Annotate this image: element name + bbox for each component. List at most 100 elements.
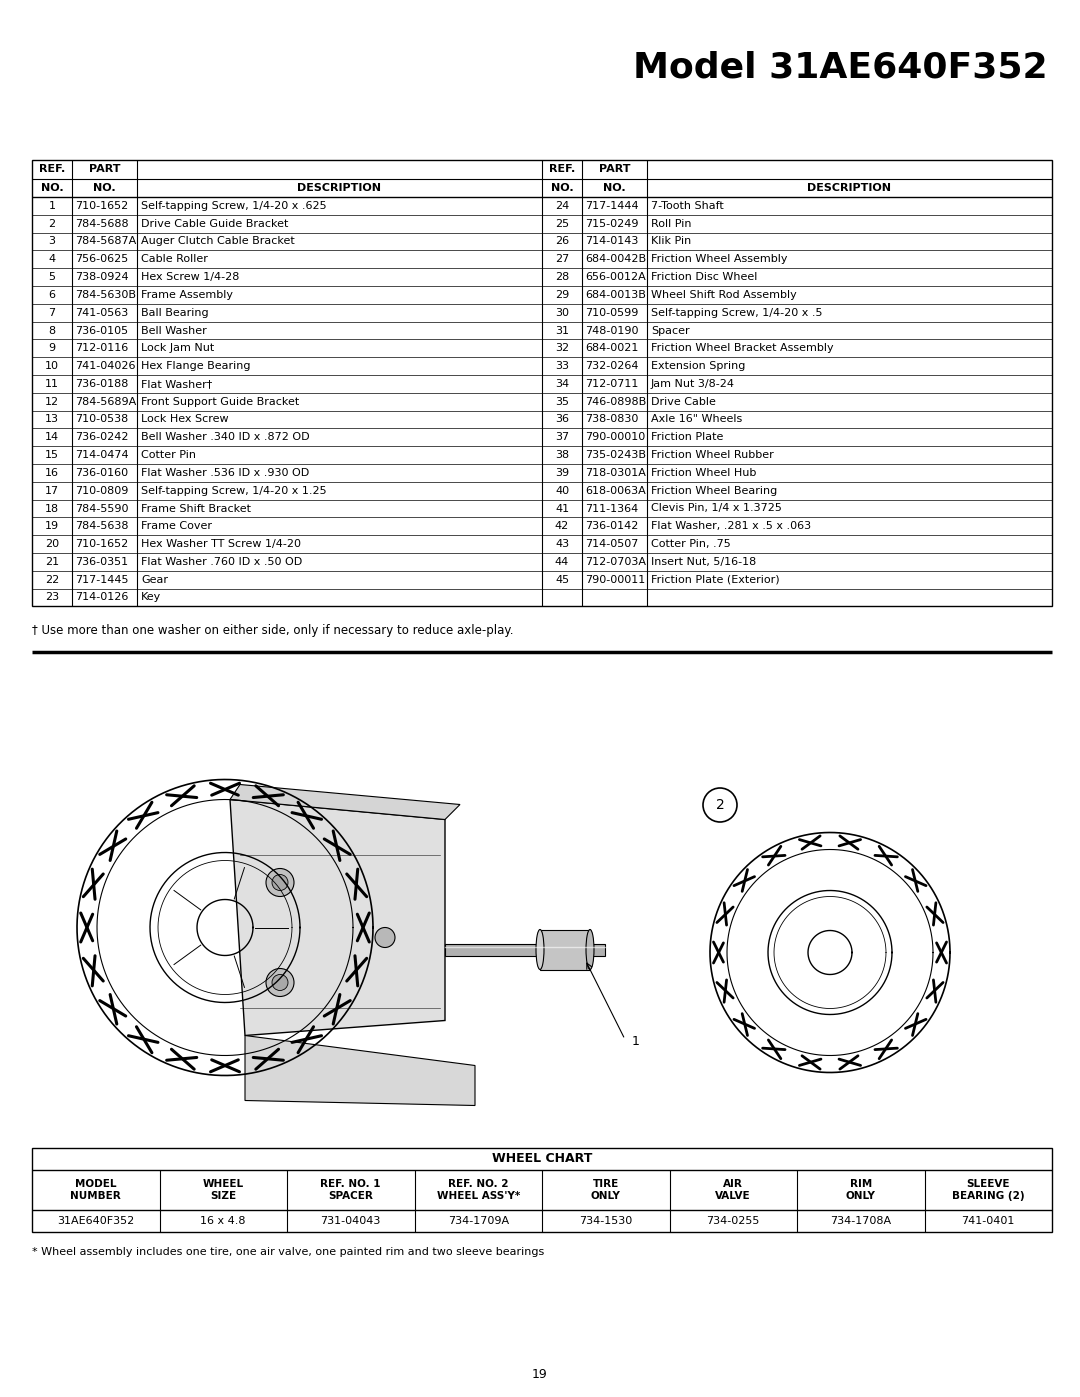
Text: 26: 26 <box>555 236 569 246</box>
Text: 736-0160: 736-0160 <box>75 468 129 478</box>
Text: WHEEL CHART: WHEEL CHART <box>491 1153 592 1165</box>
Text: Wheel Shift Rod Assembly: Wheel Shift Rod Assembly <box>651 291 797 300</box>
Text: 8: 8 <box>49 326 55 335</box>
Text: Self-tapping Screw, 1/4-20 x 1.25: Self-tapping Screw, 1/4-20 x 1.25 <box>141 486 326 496</box>
Text: 738-0924: 738-0924 <box>75 272 129 282</box>
Circle shape <box>266 968 294 996</box>
Text: Friction Plate: Friction Plate <box>651 432 724 443</box>
Text: 684-0042B: 684-0042B <box>585 254 646 264</box>
Text: Friction Wheel Rubber: Friction Wheel Rubber <box>651 450 773 460</box>
Text: REF. NO. 1
SPACER: REF. NO. 1 SPACER <box>321 1179 381 1201</box>
Text: Lock Hex Screw: Lock Hex Screw <box>141 415 229 425</box>
Text: 715-0249: 715-0249 <box>585 219 638 229</box>
Bar <box>540 929 590 970</box>
Text: 12: 12 <box>45 397 59 407</box>
Text: 736-0105: 736-0105 <box>75 326 129 335</box>
Text: 30: 30 <box>555 307 569 317</box>
Text: Friction Disc Wheel: Friction Disc Wheel <box>651 272 757 282</box>
Text: 684-0021: 684-0021 <box>585 344 638 353</box>
Text: 6: 6 <box>49 291 55 300</box>
Text: 44: 44 <box>555 557 569 567</box>
Text: 4: 4 <box>49 254 55 264</box>
Text: Klik Pin: Klik Pin <box>651 236 691 246</box>
Text: 712-0703A: 712-0703A <box>585 557 646 567</box>
Text: NO.: NO. <box>551 183 573 193</box>
Text: Drive Cable Guide Bracket: Drive Cable Guide Bracket <box>141 219 288 229</box>
Text: Friction Wheel Assembly: Friction Wheel Assembly <box>651 254 787 264</box>
Text: † Use more than one washer on either side, only if necessary to reduce axle-play: † Use more than one washer on either sid… <box>32 624 513 637</box>
Text: 784-5638: 784-5638 <box>75 521 129 531</box>
Text: REF.: REF. <box>39 165 65 175</box>
Text: 711-1364: 711-1364 <box>585 503 638 514</box>
Text: 731-04043: 731-04043 <box>321 1215 381 1227</box>
Text: 784-5687A: 784-5687A <box>75 236 136 246</box>
Text: Clevis Pin, 1/4 x 1.3725: Clevis Pin, 1/4 x 1.3725 <box>651 503 782 514</box>
Text: 736-0142: 736-0142 <box>585 521 638 531</box>
Text: Frame Assembly: Frame Assembly <box>141 291 233 300</box>
Text: 40: 40 <box>555 486 569 496</box>
Text: Drive Cable: Drive Cable <box>651 397 716 407</box>
Bar <box>445 943 605 956</box>
Text: Spacer: Spacer <box>651 326 690 335</box>
Text: 39: 39 <box>555 468 569 478</box>
Text: Key: Key <box>141 592 161 602</box>
Text: 734-1708A: 734-1708A <box>831 1215 891 1227</box>
Text: 31: 31 <box>555 326 569 335</box>
Text: Friction Plate (Exterior): Friction Plate (Exterior) <box>651 574 780 585</box>
Text: 29: 29 <box>555 291 569 300</box>
Text: 710-0538: 710-0538 <box>75 415 129 425</box>
Text: Jam Nut 3/8-24: Jam Nut 3/8-24 <box>651 379 735 388</box>
Text: 741-0401: 741-0401 <box>961 1215 1015 1227</box>
Text: 714-0126: 714-0126 <box>75 592 129 602</box>
Bar <box>32 1148 1052 1232</box>
Text: 684-0013B: 684-0013B <box>585 291 646 300</box>
Text: 10: 10 <box>45 360 59 372</box>
Circle shape <box>703 788 737 821</box>
Bar <box>32 161 1052 606</box>
Text: 13: 13 <box>45 415 59 425</box>
Text: Frame Shift Bracket: Frame Shift Bracket <box>141 503 251 514</box>
Circle shape <box>266 869 294 897</box>
Text: 736-0188: 736-0188 <box>75 379 129 388</box>
Text: 712-0711: 712-0711 <box>585 379 638 388</box>
Text: REF. NO. 2
WHEEL ASS'Y*: REF. NO. 2 WHEEL ASS'Y* <box>436 1179 519 1201</box>
Text: 656-0012A: 656-0012A <box>585 272 646 282</box>
Text: 14: 14 <box>45 432 59 443</box>
Text: Friction Wheel Bearing: Friction Wheel Bearing <box>651 486 778 496</box>
Text: 21: 21 <box>45 557 59 567</box>
Text: Axle 16" Wheels: Axle 16" Wheels <box>651 415 742 425</box>
Text: 784-5630B: 784-5630B <box>75 291 136 300</box>
Text: 756-0625: 756-0625 <box>75 254 129 264</box>
Text: 790-00011: 790-00011 <box>585 574 645 585</box>
Text: Front Support Guide Bracket: Front Support Guide Bracket <box>141 397 299 407</box>
Text: 43: 43 <box>555 539 569 549</box>
Ellipse shape <box>586 929 594 970</box>
Text: 710-1652: 710-1652 <box>75 201 129 211</box>
Text: Flat Washer†: Flat Washer† <box>141 379 213 388</box>
Circle shape <box>272 875 288 890</box>
Text: TIRE
ONLY: TIRE ONLY <box>591 1179 621 1201</box>
Text: Self-tapping Screw, 1/4-20 x .625: Self-tapping Screw, 1/4-20 x .625 <box>141 201 326 211</box>
Text: 717-1445: 717-1445 <box>75 574 129 585</box>
Text: 710-1652: 710-1652 <box>75 539 129 549</box>
Text: NO.: NO. <box>41 183 64 193</box>
Text: 741-04026: 741-04026 <box>75 360 135 372</box>
Text: 784-5689A: 784-5689A <box>75 397 136 407</box>
Text: 738-0830: 738-0830 <box>585 415 638 425</box>
Text: 3: 3 <box>49 236 55 246</box>
Text: 784-5590: 784-5590 <box>75 503 129 514</box>
Text: Flat Washer .760 ID x .50 OD: Flat Washer .760 ID x .50 OD <box>141 557 302 567</box>
Text: Extension Spring: Extension Spring <box>651 360 745 372</box>
Text: 736-0242: 736-0242 <box>75 432 129 443</box>
Text: 710-0599: 710-0599 <box>585 307 638 317</box>
Text: Hex Washer TT Screw 1/4-20: Hex Washer TT Screw 1/4-20 <box>141 539 301 549</box>
Text: 19: 19 <box>532 1369 548 1382</box>
Text: 23: 23 <box>45 592 59 602</box>
Text: Cable Roller: Cable Roller <box>141 254 207 264</box>
Text: NO.: NO. <box>604 183 625 193</box>
Text: 28: 28 <box>555 272 569 282</box>
Text: PART: PART <box>89 165 120 175</box>
Text: * Wheel assembly includes one tire, one air valve, one painted rim and two sleev: * Wheel assembly includes one tire, one … <box>32 1248 544 1257</box>
Text: Insert Nut, 5/16-18: Insert Nut, 5/16-18 <box>651 557 756 567</box>
Text: Frame Cover: Frame Cover <box>141 521 212 531</box>
